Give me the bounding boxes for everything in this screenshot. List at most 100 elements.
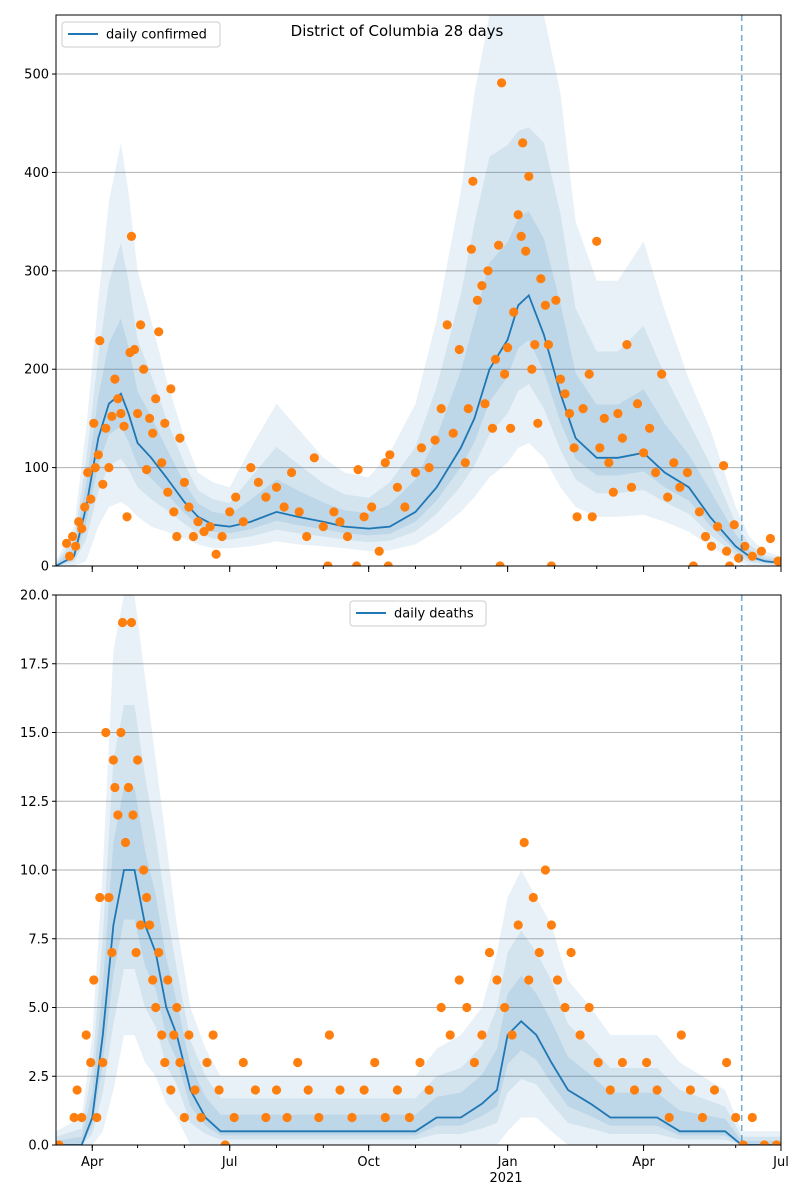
- series-line: [56, 293, 781, 566]
- data-point: [484, 947, 495, 958]
- data-point: [676, 1030, 686, 1040]
- data-point: [669, 458, 679, 468]
- data-point: [113, 810, 123, 820]
- data-point: [148, 428, 158, 438]
- data-point: [546, 920, 557, 930]
- data-point: [587, 512, 597, 522]
- data-point: [722, 1057, 732, 1068]
- data-point: [629, 1085, 640, 1095]
- data-point: [652, 1085, 662, 1095]
- data-point: [347, 1112, 357, 1123]
- data-point: [383, 561, 393, 566]
- data-point: [169, 1030, 179, 1040]
- data-point: [756, 546, 767, 556]
- data-point: [188, 531, 198, 542]
- data-point: [477, 1030, 487, 1040]
- data-point: [169, 507, 179, 517]
- data-point: [480, 399, 490, 409]
- data-point: [374, 546, 384, 556]
- data-point: [116, 727, 126, 738]
- data-point: [495, 561, 505, 566]
- data-point: [392, 482, 402, 492]
- data-point: [353, 465, 363, 475]
- data-point: [747, 551, 757, 561]
- data-point: [454, 975, 464, 985]
- data-point: [507, 1030, 517, 1040]
- data-point: [323, 561, 333, 566]
- data-point: [642, 1057, 652, 1068]
- legend-box: [61, 21, 221, 48]
- data-point: [89, 975, 99, 985]
- data-point: [190, 1085, 200, 1095]
- data-point: [166, 1085, 176, 1095]
- data-point: [62, 538, 72, 549]
- data-point: [682, 467, 693, 478]
- uncertainty-band-2: [56, 705, 781, 1145]
- data-point: [139, 364, 149, 374]
- data-point: [352, 561, 362, 566]
- data-point: [359, 1085, 369, 1095]
- data-point: [534, 947, 544, 958]
- data-point: [253, 477, 263, 487]
- data-point: [107, 947, 117, 958]
- y-tick-label: 0: [41, 560, 49, 575]
- data-point: [71, 541, 81, 551]
- data-point: [706, 541, 717, 551]
- data-point: [436, 404, 446, 414]
- data-point: [175, 433, 185, 443]
- data-point: [569, 443, 579, 453]
- data-point: [199, 527, 209, 537]
- data-point: [123, 782, 134, 793]
- legend-confirmed: daily confirmed: [61, 21, 221, 48]
- data-point: [154, 327, 164, 337]
- data-point: [617, 433, 628, 443]
- data-point: [95, 892, 105, 903]
- data-point: [564, 408, 575, 419]
- data-point: [509, 307, 519, 317]
- data-point: [184, 502, 194, 512]
- data-point: [81, 1030, 91, 1040]
- data-point: [65, 551, 75, 561]
- data-point: [279, 502, 289, 512]
- data-point: [92, 1112, 102, 1123]
- data-point: [697, 1112, 708, 1123]
- legend-box: [349, 600, 487, 627]
- data-point: [477, 281, 487, 291]
- uncertainty-band-1: [56, 15, 781, 566]
- data-point: [136, 920, 146, 930]
- data-point: [74, 517, 84, 527]
- data-point: [359, 512, 369, 522]
- data-point: [513, 920, 523, 930]
- data-point: [318, 522, 328, 532]
- uncertainty-band-1: [56, 595, 781, 1145]
- data-point: [122, 512, 132, 522]
- data-point: [527, 364, 537, 374]
- data-point: [445, 1030, 455, 1040]
- data-point: [584, 369, 594, 379]
- data-point: [217, 531, 227, 542]
- data-point: [196, 1112, 206, 1123]
- data-point: [104, 892, 114, 903]
- data-point: [282, 1112, 292, 1123]
- data-point: [575, 1030, 585, 1040]
- data-point: [380, 1112, 390, 1123]
- data-point: [771, 1140, 781, 1145]
- data-point: [773, 556, 781, 566]
- data-point: [335, 517, 345, 527]
- data-point: [709, 1085, 720, 1095]
- data-point: [626, 482, 637, 492]
- data-point: [108, 755, 118, 765]
- axes-frame: [55, 14, 782, 567]
- data-point: [98, 1057, 108, 1068]
- data-point: [551, 295, 561, 305]
- data-point: [543, 340, 554, 350]
- data-point: [324, 1030, 334, 1040]
- data-point: [722, 546, 732, 556]
- data-point: [604, 458, 614, 468]
- data-point: [613, 408, 623, 419]
- data-point: [303, 1085, 313, 1095]
- data-point: [151, 1002, 161, 1013]
- data-point: [645, 423, 655, 433]
- data-point: [463, 404, 473, 414]
- data-point: [566, 947, 576, 958]
